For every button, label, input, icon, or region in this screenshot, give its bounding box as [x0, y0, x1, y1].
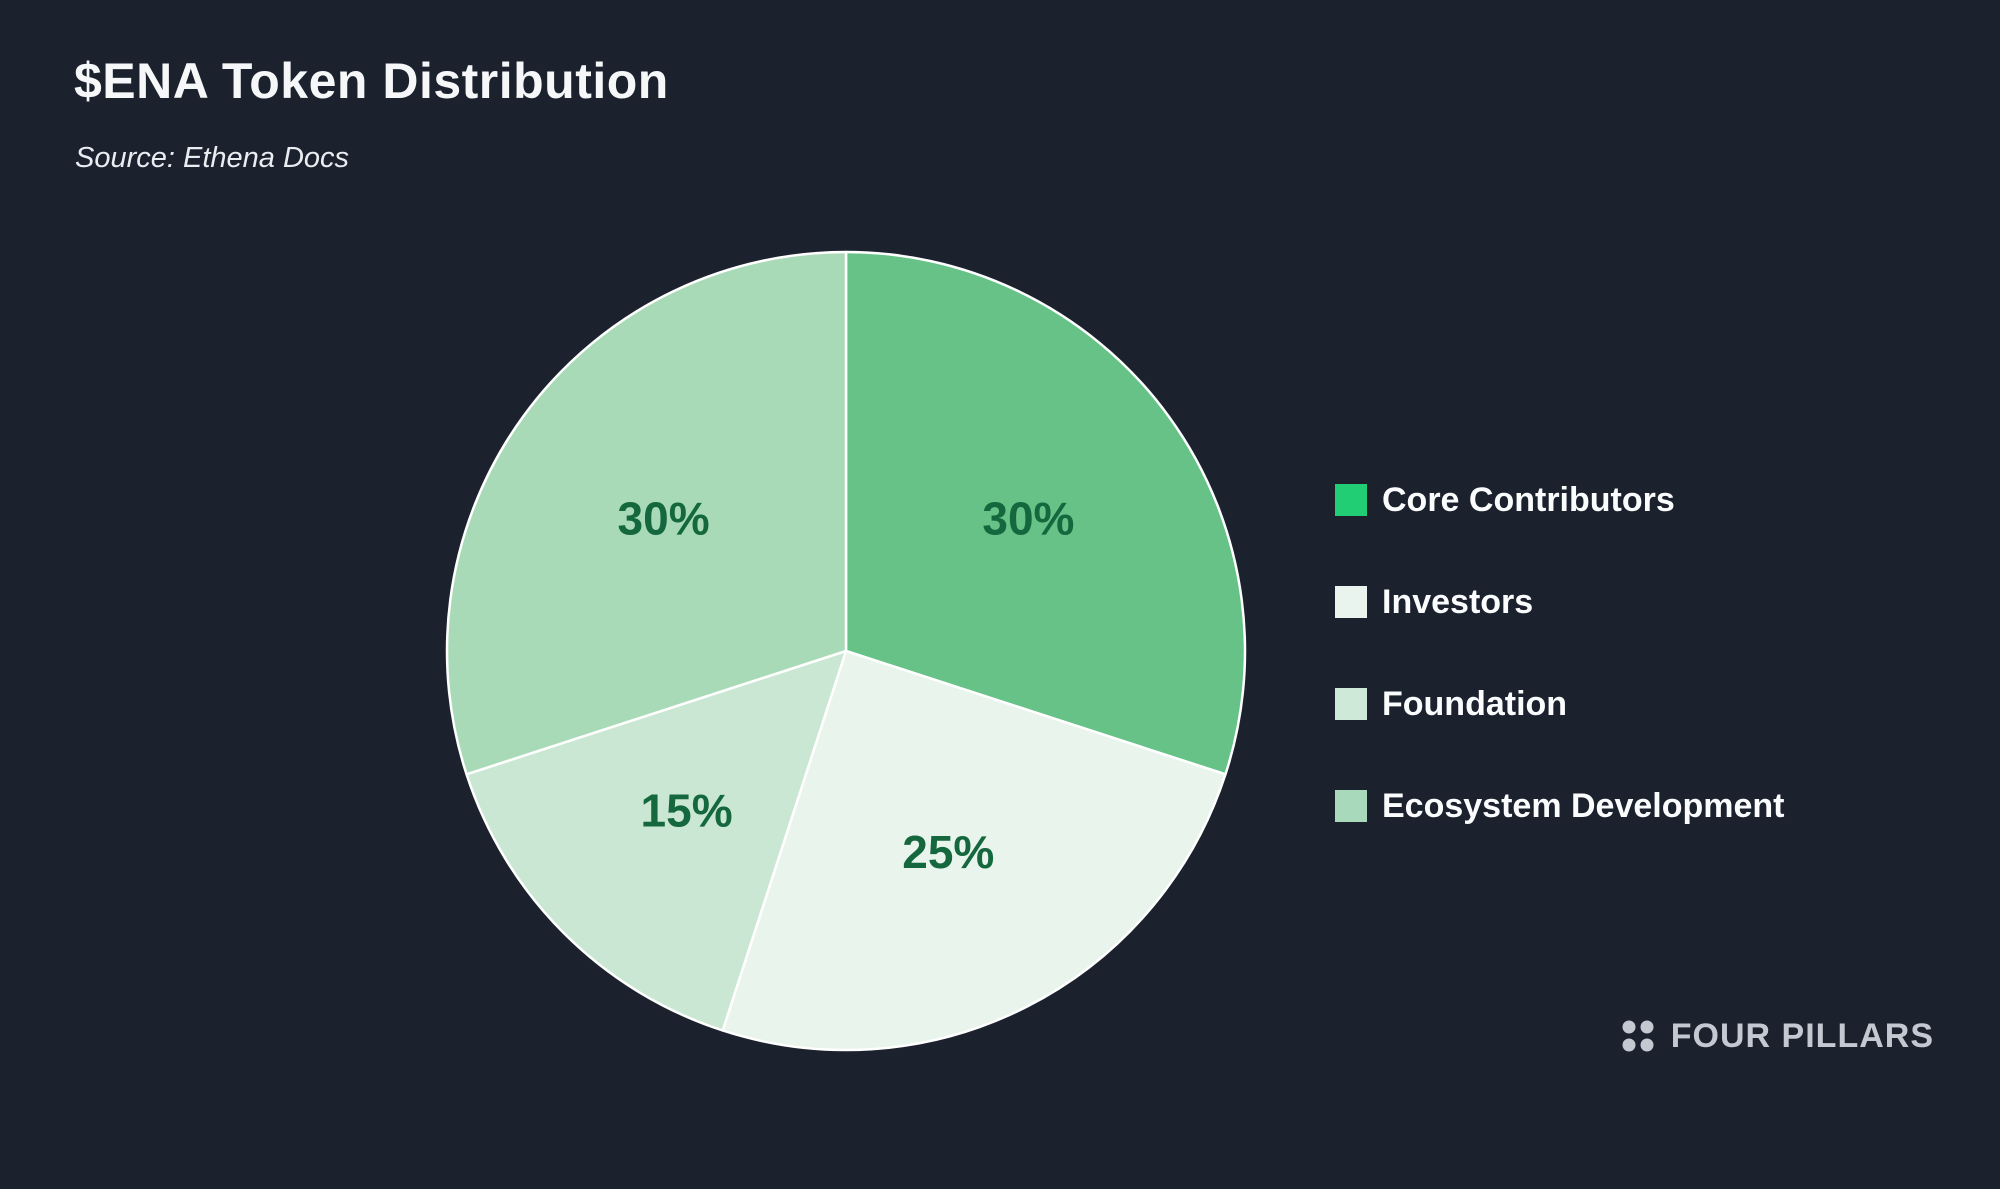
legend-label: Core Contributors [1382, 480, 1675, 519]
four-dots-icon [1622, 1020, 1654, 1052]
legend-label: Foundation [1382, 684, 1568, 723]
legend-item-ecosystem-development: Ecosystem Development [1335, 786, 1785, 825]
pie-slice-ecosystem-development [445, 250, 848, 776]
legend-item-investors: Investors [1335, 582, 1785, 621]
pie-slice-label: 30% [618, 493, 710, 545]
chart-source: Source: Ethena Docs [75, 142, 350, 174]
legend-swatch-icon [1335, 586, 1367, 618]
legend-swatch-icon [1335, 790, 1367, 822]
chart-legend: Core Contributors Investors Foundation E… [1335, 480, 1785, 891]
legend-swatch-icon [1335, 484, 1367, 516]
legend-swatch-icon [1335, 688, 1367, 720]
legend-item-foundation: Foundation [1335, 684, 1785, 723]
four-pillars-logo: FOUR PILLARS [1618, 1016, 1934, 1056]
legend-item-core-contributors: Core Contributors [1335, 480, 1785, 519]
legend-label: Investors [1382, 582, 1534, 621]
pie-chart: 30% 25% 15% 30% [444, 249, 1248, 1053]
pie-slice-investors [721, 649, 1227, 1052]
pie-slice-core-contributors [844, 250, 1247, 776]
pie-slice-label: 15% [641, 785, 733, 837]
pie-chart-svg: 30% 25% 15% 30% [445, 250, 1247, 1052]
chart-title: $ENA Token Distribution [74, 53, 669, 109]
pie-slice-label: 30% [982, 493, 1074, 545]
legend-label: Ecosystem Development [1382, 786, 1785, 825]
pie-slice-foundation [465, 649, 848, 1032]
four-pillars-logo-text: FOUR PILLARS [1670, 1016, 1934, 1055]
pie-slice-label: 25% [902, 826, 994, 878]
